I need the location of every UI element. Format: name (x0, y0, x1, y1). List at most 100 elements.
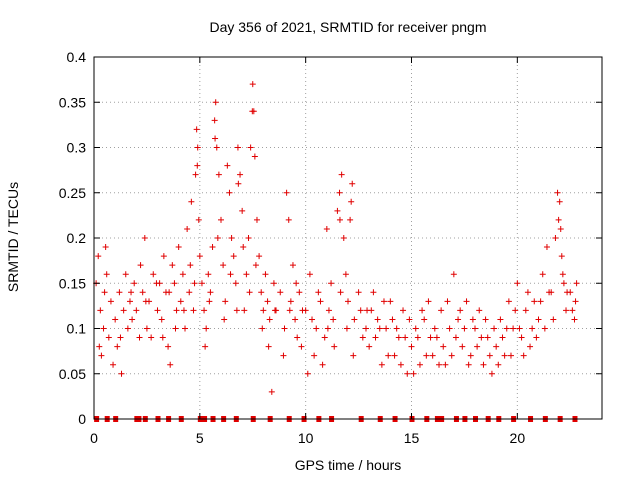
data-point (298, 343, 305, 350)
data-point (463, 298, 470, 305)
data-point (287, 298, 294, 305)
data-point (529, 325, 536, 332)
data-point (461, 325, 468, 332)
data-point (110, 361, 117, 368)
data-point (455, 316, 462, 323)
data-point (317, 298, 324, 305)
data-point (349, 180, 356, 187)
data-point (383, 325, 390, 332)
data-point (573, 280, 580, 287)
data-point (148, 334, 155, 341)
data-point (444, 298, 451, 305)
data-point (213, 144, 220, 151)
data-point (313, 325, 320, 332)
data-point (292, 316, 299, 323)
data-point (429, 352, 436, 359)
x-tick-label: 10 (298, 430, 314, 446)
data-points (93, 81, 580, 395)
data-point (283, 189, 290, 196)
data-point (370, 289, 377, 296)
data-point (262, 271, 269, 278)
data-point (294, 334, 301, 341)
y-tick-label: 0.25 (59, 185, 86, 201)
data-point (372, 334, 379, 341)
data-point (503, 325, 510, 332)
data-point (218, 216, 224, 223)
data-point (306, 271, 313, 278)
data-point (338, 171, 345, 178)
data-point (378, 361, 385, 368)
y-axis-label: SRMTID / TECUs (5, 182, 21, 292)
data-point (348, 198, 355, 205)
data-point (541, 325, 548, 332)
x-tick-label: 15 (404, 430, 420, 446)
data-point (105, 334, 112, 341)
data-point (118, 370, 125, 377)
chart-title: Day 356 of 2021, SRMTID for receiver png… (209, 19, 486, 35)
data-point (233, 307, 240, 314)
data-point (350, 352, 357, 359)
data-point (209, 244, 216, 251)
data-point (520, 352, 527, 359)
data-point (368, 307, 375, 314)
data-point (154, 307, 161, 314)
data-point (98, 352, 105, 359)
data-point (315, 289, 322, 296)
data-point (516, 325, 523, 332)
data-point (518, 334, 525, 341)
data-point (97, 307, 104, 314)
data-point (328, 280, 335, 287)
data-point (442, 361, 449, 368)
data-point (484, 334, 491, 341)
data-point (433, 334, 440, 341)
data-point (215, 171, 222, 178)
data-point (245, 235, 252, 241)
data-point (203, 325, 210, 332)
data-point (469, 316, 476, 323)
data-point (478, 334, 485, 341)
data-point (184, 225, 191, 232)
data-point (438, 307, 445, 314)
data-point (114, 343, 121, 350)
data-point (304, 370, 311, 377)
data-point (232, 280, 239, 287)
data-point (512, 307, 519, 314)
data-point (425, 298, 432, 305)
data-point (246, 289, 253, 296)
data-point (357, 307, 364, 314)
data-point (252, 262, 259, 269)
data-point (493, 343, 500, 350)
data-point (507, 352, 514, 359)
data-point (150, 271, 157, 278)
data-point (569, 307, 576, 314)
data-point (355, 289, 362, 296)
data-point (393, 325, 400, 332)
data-point (187, 262, 194, 269)
data-point (124, 325, 131, 332)
data-point (270, 280, 277, 287)
data-point (385, 352, 392, 359)
data-point (559, 271, 566, 278)
data-point (195, 216, 202, 223)
data-point (129, 316, 136, 323)
data-point (126, 298, 133, 305)
data-point (342, 271, 349, 278)
data-point (122, 271, 129, 278)
data-point (514, 280, 521, 287)
data-point (486, 352, 493, 359)
data-point (258, 289, 265, 296)
data-point (546, 289, 553, 296)
data-point (234, 144, 241, 151)
data-point (564, 289, 571, 296)
data-point (188, 198, 195, 205)
data-point (133, 307, 140, 314)
data-point (143, 325, 150, 332)
data-point (488, 370, 495, 377)
data-point (330, 316, 337, 323)
data-point (280, 352, 287, 359)
data-point (158, 316, 165, 323)
data-point (182, 325, 189, 332)
data-point (391, 352, 398, 359)
data-point (171, 280, 178, 287)
data-point (289, 262, 296, 269)
